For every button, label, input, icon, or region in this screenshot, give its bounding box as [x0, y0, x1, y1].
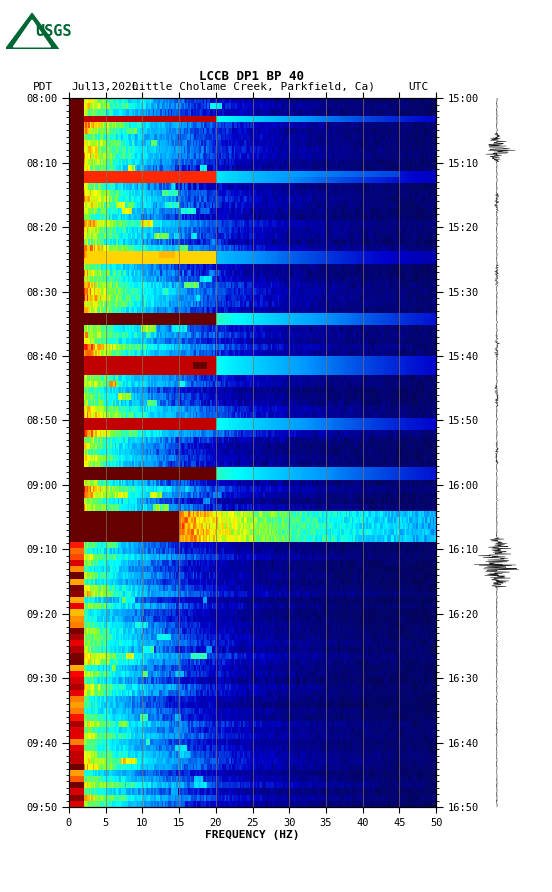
Text: Little Cholame Creek, Parkfield, Ca): Little Cholame Creek, Parkfield, Ca): [132, 82, 375, 92]
Text: PDT: PDT: [33, 82, 54, 92]
Polygon shape: [6, 13, 59, 49]
Text: USGS: USGS: [35, 24, 72, 38]
Text: LCCB DP1 BP 40: LCCB DP1 BP 40: [199, 70, 304, 83]
X-axis label: FREQUENCY (HZ): FREQUENCY (HZ): [205, 830, 300, 840]
Polygon shape: [13, 21, 51, 47]
Text: UTC: UTC: [408, 82, 429, 92]
Text: Jul13,2020: Jul13,2020: [72, 82, 139, 92]
